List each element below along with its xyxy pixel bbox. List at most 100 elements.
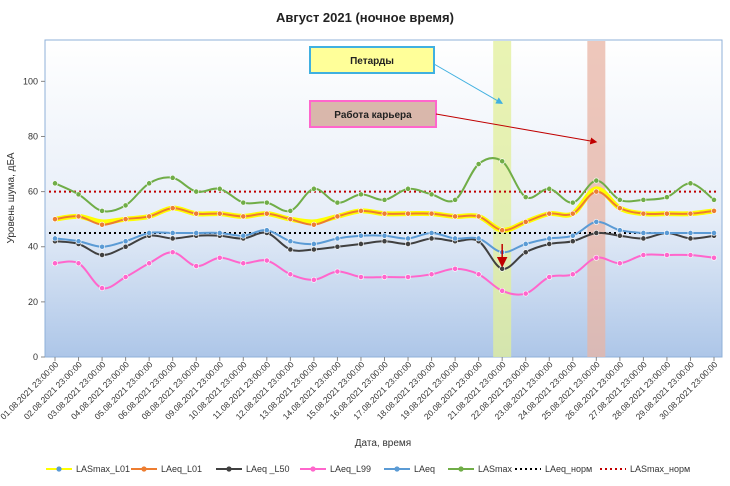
data-point <box>381 238 388 245</box>
data-point <box>381 210 388 217</box>
annotation-text: Работа карьера <box>334 109 412 121</box>
y-tick-label: 60 <box>28 187 38 197</box>
data-point <box>687 252 694 258</box>
y-axis-label: Уровень шума, дБА <box>6 152 17 243</box>
data-point <box>240 199 247 206</box>
data-point <box>52 216 58 223</box>
highlight-bands <box>493 41 606 357</box>
legend-marker <box>56 466 62 472</box>
data-point <box>169 235 176 242</box>
y-tick-label: 100 <box>23 76 38 86</box>
data-point <box>122 238 129 245</box>
legend-label: LAeq <box>414 464 435 474</box>
y-tick-label: 40 <box>28 242 38 252</box>
data-point <box>169 230 176 236</box>
highlight-band <box>493 41 512 357</box>
data-point <box>664 210 670 217</box>
legend: LASmax_L01 LAeq_L01 LAeq _L50 LAeq_L99 LAeq L… <box>46 464 690 474</box>
data-point <box>334 235 341 242</box>
data-point <box>711 208 717 214</box>
data-point <box>475 213 482 220</box>
data-point <box>358 232 364 239</box>
data-point <box>75 213 82 220</box>
data-point <box>193 210 200 217</box>
data-point <box>310 241 317 247</box>
y-tick-label: 0 <box>33 352 38 362</box>
annotation-box <box>309 46 435 74</box>
data-point <box>99 252 105 258</box>
data-point <box>52 260 58 267</box>
data-point <box>593 219 600 225</box>
data-point <box>593 177 600 184</box>
data-point <box>522 241 529 247</box>
data-point <box>640 196 647 203</box>
data-point <box>640 252 647 258</box>
data-point <box>664 230 670 236</box>
data-point <box>711 254 717 261</box>
data-point <box>381 196 388 203</box>
data-point <box>452 213 459 220</box>
data-point <box>263 199 270 206</box>
data-point <box>381 274 388 280</box>
y-tick-label: 20 <box>28 297 38 307</box>
data-point <box>287 208 294 214</box>
data-point <box>593 230 600 236</box>
data-point <box>146 230 153 236</box>
data-point <box>263 210 270 217</box>
data-point <box>546 185 553 192</box>
data-point <box>193 263 200 269</box>
data-point <box>287 246 294 253</box>
data-point <box>522 219 529 225</box>
legend-label: LAeq_L01 <box>161 464 202 474</box>
data-point <box>310 221 317 228</box>
data-point <box>263 227 270 234</box>
data-point <box>122 216 129 223</box>
annotation-text: Петарды <box>350 56 394 67</box>
data-point <box>216 185 223 192</box>
data-point <box>616 196 623 203</box>
data-point <box>687 210 694 217</box>
data-point <box>122 243 129 250</box>
data-point <box>310 185 317 192</box>
x-axis-label: Дата, время <box>355 438 411 449</box>
data-point <box>499 287 506 294</box>
data-point <box>75 260 82 267</box>
annotation-arrow <box>435 113 598 145</box>
data-point <box>428 235 435 242</box>
data-point <box>405 185 411 192</box>
data-point <box>475 235 482 242</box>
data-point <box>522 249 529 256</box>
data-point <box>569 199 576 206</box>
data-point <box>522 194 529 201</box>
data-point <box>640 230 647 236</box>
legend-label: LAeq_L99 <box>330 464 371 474</box>
series-points <box>52 158 717 297</box>
legend-marker <box>394 466 400 472</box>
data-point <box>358 191 364 198</box>
data-point <box>452 196 459 203</box>
data-point <box>522 290 529 297</box>
data-point <box>428 271 435 278</box>
data-point <box>664 194 670 201</box>
legend-marker <box>226 466 232 472</box>
legend-marker <box>310 466 316 472</box>
data-point <box>169 174 176 181</box>
data-point <box>405 274 411 280</box>
data-point <box>310 276 317 283</box>
data-point <box>169 205 176 212</box>
data-point <box>358 241 364 247</box>
data-point <box>475 271 482 278</box>
data-point <box>216 254 223 261</box>
data-point <box>428 230 435 236</box>
data-point <box>711 230 717 236</box>
data-point <box>310 246 317 253</box>
data-point <box>334 199 341 206</box>
data-point <box>334 213 341 220</box>
data-point <box>287 238 294 245</box>
data-point <box>428 191 435 198</box>
y-axis: 0 20 40 60 80 100 <box>23 76 45 362</box>
data-point <box>711 196 717 203</box>
data-point <box>99 243 105 250</box>
data-point <box>546 235 553 242</box>
